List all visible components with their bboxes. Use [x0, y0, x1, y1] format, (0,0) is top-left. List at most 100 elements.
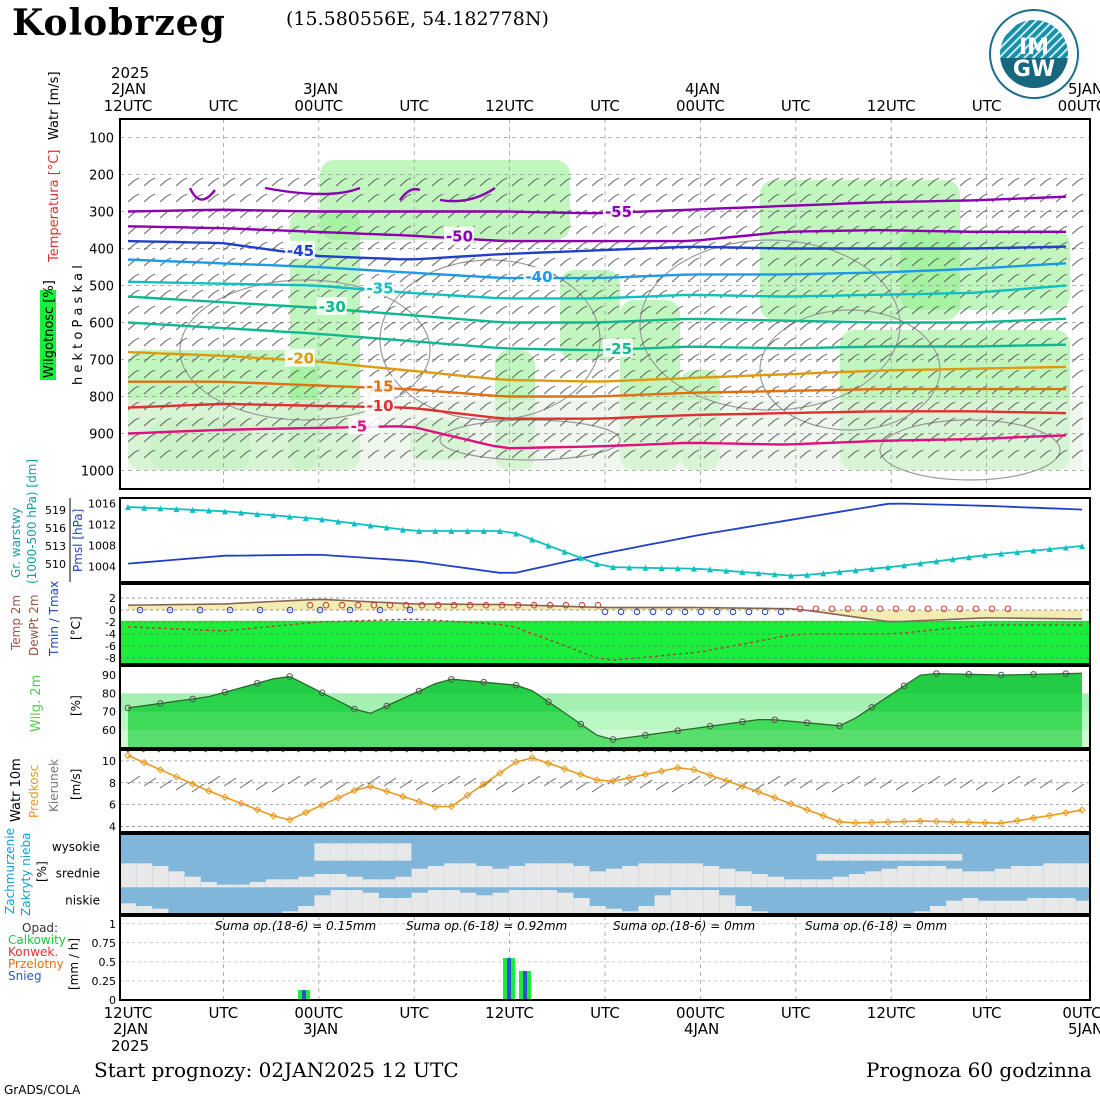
wind-barb	[527, 419, 536, 427]
cloud-low-bar	[541, 890, 558, 914]
wind-barb	[735, 211, 744, 219]
wind-barb	[447, 307, 456, 315]
wind-barb	[895, 403, 904, 411]
wind-barb	[559, 339, 568, 347]
wind-barb	[847, 259, 856, 267]
wind-barb-flag	[502, 449, 508, 453]
wind-barb-flag	[822, 433, 828, 437]
wind-barb	[159, 227, 168, 235]
wind-barb	[287, 387, 296, 395]
wind-barb	[767, 323, 776, 331]
wind-barb	[943, 419, 952, 427]
thickness-marker	[238, 509, 245, 516]
wind-tick-label: 10	[102, 755, 116, 768]
wind-barb-flag	[198, 369, 204, 373]
wind-barb-flag	[806, 241, 812, 245]
wind-barb-flag	[662, 225, 668, 229]
wind-barb-flag	[886, 241, 892, 245]
tmax-marker	[828, 605, 836, 613]
wind-barb	[639, 339, 648, 347]
pressure-tick-label: 400	[89, 243, 114, 258]
wind-barb-flag	[470, 321, 476, 325]
wind-barb-flag	[310, 369, 316, 373]
wind-barb	[335, 339, 344, 347]
wind-barb-flag	[742, 241, 748, 245]
wind-barb-flag	[758, 289, 764, 293]
wind-barb-flag	[886, 305, 892, 309]
wind-barb	[799, 451, 808, 459]
thickness-marker	[351, 520, 358, 527]
wind-barb	[911, 259, 920, 267]
wind-barb-flag	[550, 305, 556, 309]
wind-barb	[399, 227, 408, 235]
wind-barb	[815, 211, 824, 219]
bottom-year-label: 2025	[111, 1037, 149, 1055]
wind-barb-flag	[694, 177, 700, 181]
wind-barb	[527, 355, 536, 363]
wind-barb	[223, 419, 232, 427]
wind-barb-flag	[982, 273, 988, 277]
wind-barb-flag	[502, 337, 508, 341]
wind-barb-flag	[550, 225, 556, 229]
wind-barb-flag	[1046, 369, 1052, 373]
wind-barb	[527, 179, 536, 187]
wind-barb	[399, 179, 408, 187]
wind-barb	[415, 275, 424, 283]
wind-barb	[1055, 323, 1064, 331]
wind-barb-flag	[854, 209, 860, 213]
wind-unit-label: [m/s]	[69, 769, 83, 800]
wind-barb	[239, 387, 248, 395]
tmin-marker	[196, 606, 204, 614]
wind-barb-flag	[998, 193, 1004, 197]
wind-barb-flag	[1062, 177, 1068, 181]
wind-barb	[207, 451, 216, 459]
wind-barb-flag	[502, 289, 508, 293]
wind-barb-flag	[278, 369, 284, 373]
wind-barb-flag	[614, 305, 620, 309]
wind-barb-flag	[950, 417, 956, 421]
wind-barb-flag	[838, 177, 844, 181]
wind-barb	[639, 195, 648, 203]
tmax-marker	[940, 605, 948, 613]
surface-wind-barb	[623, 777, 637, 787]
wind-barb	[559, 371, 568, 379]
wind-barb	[383, 435, 392, 443]
cloud-low-bar	[492, 892, 509, 914]
wind-barb-flag	[1046, 321, 1052, 325]
wind-barb-flag	[678, 337, 684, 341]
wind-barb-flag	[438, 321, 444, 325]
wind-barb	[655, 419, 664, 427]
isotherm-label: -25	[605, 340, 632, 358]
wind-barb	[911, 403, 920, 411]
wind-barb	[527, 435, 536, 443]
wind-barb	[879, 323, 888, 331]
pmsl-tick-label: 1016	[88, 497, 116, 510]
wind-barb-flag	[886, 257, 892, 261]
wind-barb-flag	[1014, 177, 1020, 181]
wind-barb-flag	[966, 353, 972, 357]
wind-barb-flag	[774, 193, 780, 197]
rh-tick-label: 60	[102, 724, 116, 737]
wind-barb-flag	[1062, 225, 1068, 229]
wind-barb	[431, 435, 440, 443]
top-date-label: 5JAN	[1068, 80, 1100, 98]
wind-barb	[783, 195, 792, 203]
wind-barb-flag	[902, 353, 908, 357]
wind-barb	[415, 307, 424, 315]
wind-barb-flag	[838, 385, 844, 389]
wind-speed-marker	[625, 774, 633, 782]
precip-snow-bar	[302, 990, 306, 1000]
wind-barb-flag	[374, 193, 380, 197]
rh-marker	[480, 678, 488, 686]
wind-barb-flag	[534, 369, 540, 373]
wind-barb	[255, 195, 264, 203]
wind-barb	[767, 275, 776, 283]
wind-barb	[367, 323, 376, 331]
tmin-marker	[166, 606, 174, 614]
wind-barb-flag	[1046, 193, 1052, 197]
wind-barb-flag	[966, 273, 972, 277]
wind-barb-flag	[230, 337, 236, 341]
wind-barb-flag	[406, 225, 412, 229]
isotherm-line	[127, 350, 1067, 383]
wind-barb	[447, 323, 456, 331]
